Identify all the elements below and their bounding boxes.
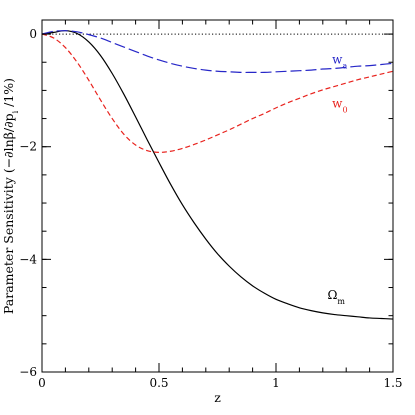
y-axis-title-sub: i — [11, 110, 20, 113]
x-tick-label: 1 — [272, 376, 280, 390]
y-axis-title-end: /1%) — [1, 78, 16, 111]
series-label-layer: Ωm w0 wa — [327, 52, 347, 305]
x-tick-label: 0 — [38, 376, 46, 390]
series-line-Ωm — [41, 30, 394, 320]
y-tick-label: −2 — [19, 140, 37, 154]
x-tick-label: 0.5 — [149, 376, 168, 390]
series-label-w0: w0 — [332, 96, 347, 114]
y-tick-label: −6 — [19, 365, 37, 379]
y-tick-label: 0 — [29, 27, 37, 41]
tick-layer: 0 0.5 1 1.5 0 −2 −4 −6 — [19, 20, 403, 390]
series-line-w0 — [41, 33, 394, 153]
series-label-wa: wa — [332, 52, 347, 70]
x-axis-title: z — [214, 390, 221, 405]
x-tick-label: 1.5 — [383, 376, 402, 390]
series-layer — [41, 30, 394, 320]
y-tick-label: −4 — [19, 252, 37, 266]
series-label-Ωm: Ωm — [327, 288, 345, 306]
y-axis-title: Parameter Sensitivity (−∂lnβ/∂pi /1%) — [1, 78, 20, 314]
series-line-wa — [41, 30, 394, 74]
plot-frame — [41, 19, 394, 373]
y-axis-title-main: Parameter Sensitivity (−∂lnβ/∂p — [1, 113, 16, 314]
